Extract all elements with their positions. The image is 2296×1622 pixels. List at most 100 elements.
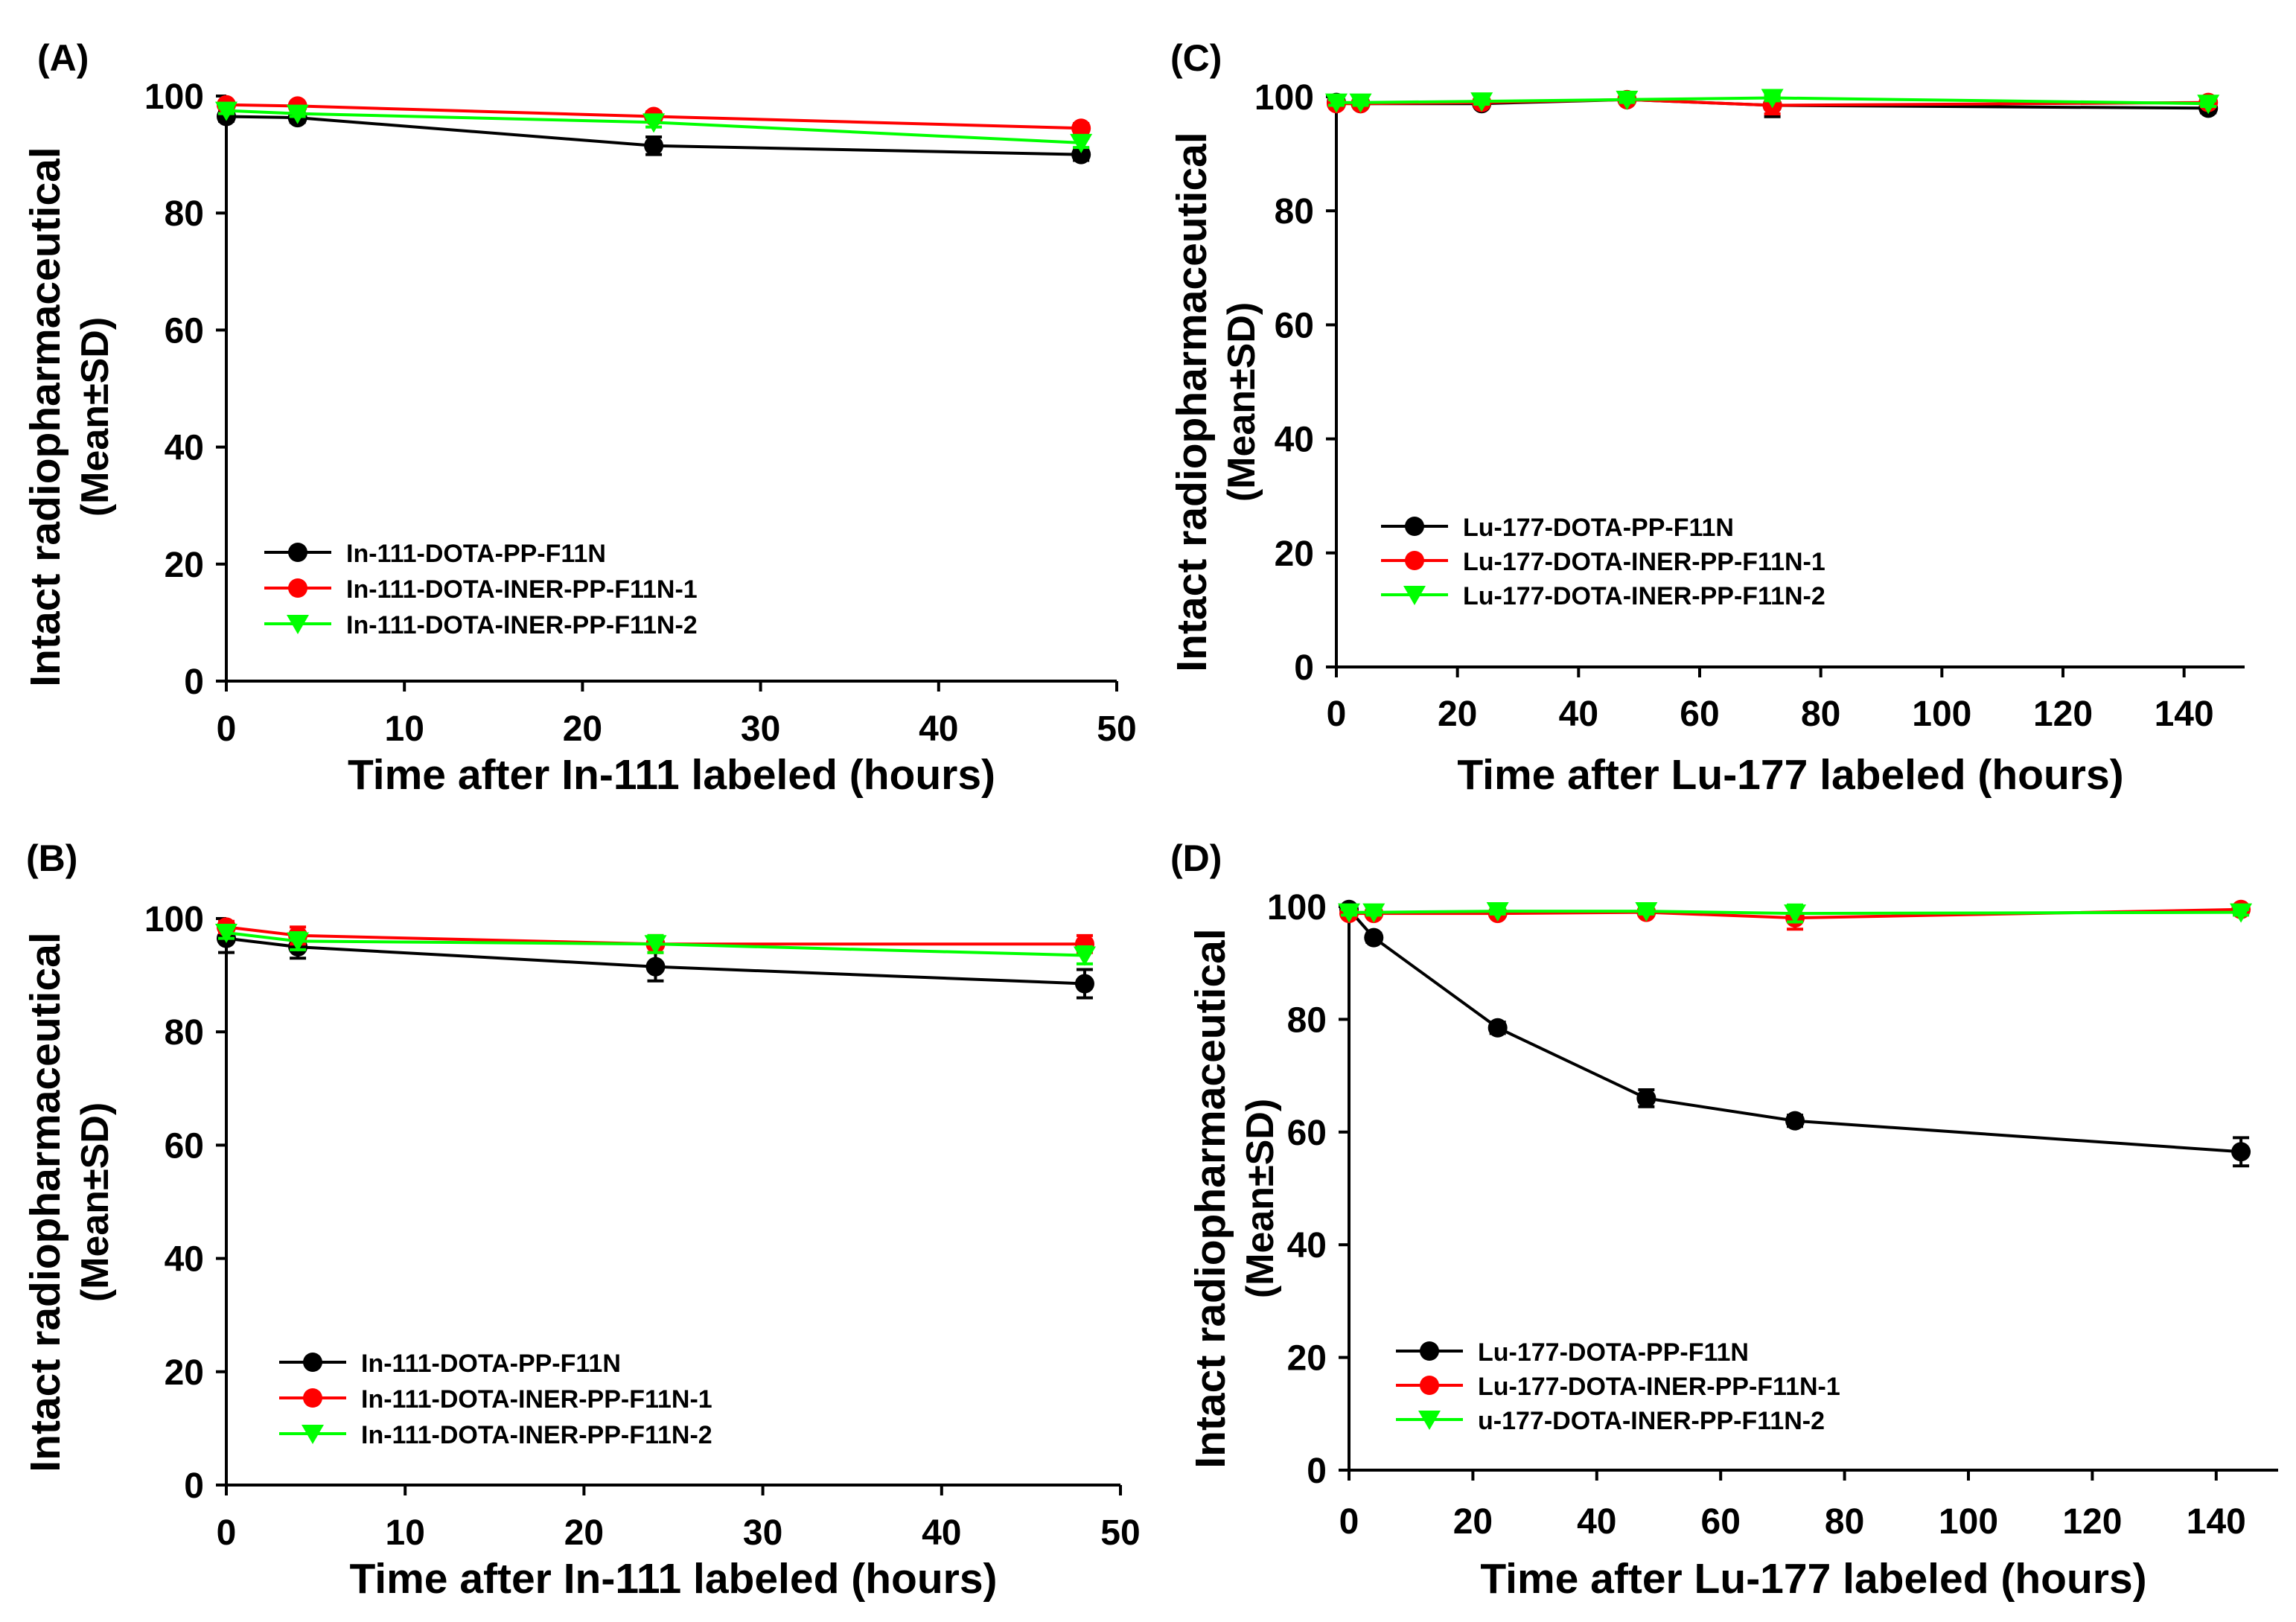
x-tick-label: 50 <box>1097 709 1136 749</box>
panel-label: (C) <box>1170 37 1222 79</box>
x-axis-label: Time after Lu-177 labeled (hours) <box>1457 751 2123 799</box>
data-point <box>1338 903 1360 923</box>
x-tick-label: 100 <box>1912 695 1971 734</box>
y-tick-label: 80 <box>1275 192 1314 232</box>
data-point <box>1325 93 1348 113</box>
y-tick-label: 60 <box>1275 306 1314 345</box>
x-axis-label: Time after Lu-177 labeled (hours) <box>1480 1555 2146 1603</box>
legend-marker <box>1403 586 1426 605</box>
legend-label: In-111-DOTA-PP-F11N <box>361 1350 621 1378</box>
legend-label: In-111-DOTA-PP-F11N <box>346 540 606 568</box>
legend-marker <box>1405 517 1424 536</box>
series-line <box>226 109 1082 144</box>
series-2 <box>215 101 1093 153</box>
y-tick-label: 40 <box>165 429 204 468</box>
y-tick-label: 20 <box>1287 1339 1327 1379</box>
x-tick-label: 0 <box>1327 695 1347 734</box>
legend: In-111-DOTA-PP-F11N In-111-DOTA-INER-PP-F… <box>264 540 698 639</box>
x-tick-label: 20 <box>1438 695 1477 734</box>
y-tick-label: 0 <box>184 1466 204 1506</box>
x-tick-label: 40 <box>919 709 958 749</box>
x-tick-label: 20 <box>563 709 602 749</box>
legend-marker <box>288 578 307 598</box>
x-tick-label: 40 <box>1559 695 1598 734</box>
data-point <box>1073 946 1096 966</box>
legend-label: u-177-DOTA-INER-PP-F11N-2 <box>1478 1407 1825 1435</box>
data-point <box>1349 93 1372 113</box>
legend-label: In-111-DOTA-INER-PP-F11N-1 <box>361 1385 712 1414</box>
series-2 <box>215 924 1096 966</box>
y-tick-label: 80 <box>1287 1000 1327 1040</box>
y-tick-label: 40 <box>1275 421 1314 460</box>
series-line <box>226 936 1085 986</box>
data-point <box>1071 144 1091 165</box>
data-point <box>645 957 666 977</box>
x-tick-label: 0 <box>1339 1502 1359 1542</box>
data-point <box>1616 90 1639 110</box>
series-line <box>226 103 1082 130</box>
legend-marker <box>302 1425 324 1444</box>
data-point <box>2197 95 2220 115</box>
x-tick-label: 0 <box>217 709 237 749</box>
x-tick-label: 0 <box>217 1513 237 1553</box>
panel-label: (A) <box>37 37 89 79</box>
legend-label: In-111-DOTA-INER-PP-F11N-1 <box>346 575 698 604</box>
y-tick-label: 80 <box>165 1013 204 1053</box>
x-tick-label: 80 <box>1801 695 1840 734</box>
data-point <box>1785 1111 1805 1131</box>
y-tick-label: 100 <box>144 77 204 117</box>
x-tick-label: 10 <box>385 709 424 749</box>
y-tick-label: 20 <box>1275 534 1314 574</box>
series-line <box>226 925 1085 946</box>
series-line <box>226 115 1082 156</box>
legend-marker <box>1405 551 1424 570</box>
legend-marker <box>1420 1341 1439 1361</box>
chart-panel-3: (D) 0 20 40 60 80 100 0 20 40 60 80 100 120 140 Time af… <box>1170 837 2278 1603</box>
legend-label: In-111-DOTA-INER-PP-F11N-2 <box>346 611 698 639</box>
y-tick-label: 0 <box>184 662 204 702</box>
x-axis-label: Time after In-111 labeled (hours) <box>348 751 995 799</box>
data-point <box>1070 133 1093 153</box>
x-tick-label: 120 <box>2033 695 2093 734</box>
data-point <box>286 104 309 124</box>
legend: Lu-177-DOTA-PP-F11N Lu-177-DOTA-INER-PP-F… <box>1381 514 1825 610</box>
y-tick-label: 60 <box>165 1126 204 1166</box>
data-point <box>2231 1142 2251 1162</box>
y-axis-label: Intact radiopharmaceutical <box>1168 132 1216 671</box>
y-tick-label: 0 <box>1307 1452 1327 1491</box>
legend: Lu-177-DOTA-PP-F11N Lu-177-DOTA-INER-PP-F… <box>1396 1338 1840 1435</box>
data-point <box>1362 903 1385 923</box>
x-tick-label: 120 <box>2062 1502 2122 1542</box>
series-2 <box>1338 902 2253 925</box>
series-2 <box>1325 89 2220 115</box>
legend-marker <box>303 1353 322 1372</box>
y-tick-label: 40 <box>165 1240 204 1280</box>
x-axis-label: Time after In-111 labeled (hours) <box>349 1555 997 1603</box>
x-tick-label: 30 <box>741 709 780 749</box>
y-tick-label: 60 <box>1287 1114 1327 1153</box>
chart-panel-0: (A) 0 20 40 60 80 100 0 10 20 30 40 50 Time after In-… <box>22 37 1137 799</box>
y-tick-label: 60 <box>165 311 204 351</box>
y-tick-label: 100 <box>1267 888 1327 927</box>
legend-label: Lu-177-DOTA-INER-PP-F11N-2 <box>1463 582 1825 610</box>
data-point <box>1487 1018 1508 1038</box>
legend-marker <box>1418 1411 1441 1430</box>
x-tick-label: 20 <box>564 1513 604 1553</box>
y-tick-label: 40 <box>1287 1226 1327 1265</box>
data-point <box>644 935 667 955</box>
x-tick-label: 60 <box>1680 695 1719 734</box>
y-axis-label-secondary: (Mean±SD) <box>74 317 117 517</box>
legend-marker <box>1420 1376 1439 1395</box>
y-axis-label-secondary: (Mean±SD) <box>1220 302 1263 502</box>
y-tick-label: 20 <box>165 546 204 585</box>
x-tick-label: 40 <box>922 1513 961 1553</box>
data-point <box>1636 1088 1656 1108</box>
y-tick-label: 100 <box>144 900 204 939</box>
data-point <box>642 113 666 133</box>
y-axis-label-secondary: (Mean±SD) <box>1239 1099 1282 1298</box>
y-axis-label: Intact radiopharmaceutical <box>22 147 69 686</box>
data-point <box>215 924 237 944</box>
legend-marker <box>287 615 309 634</box>
